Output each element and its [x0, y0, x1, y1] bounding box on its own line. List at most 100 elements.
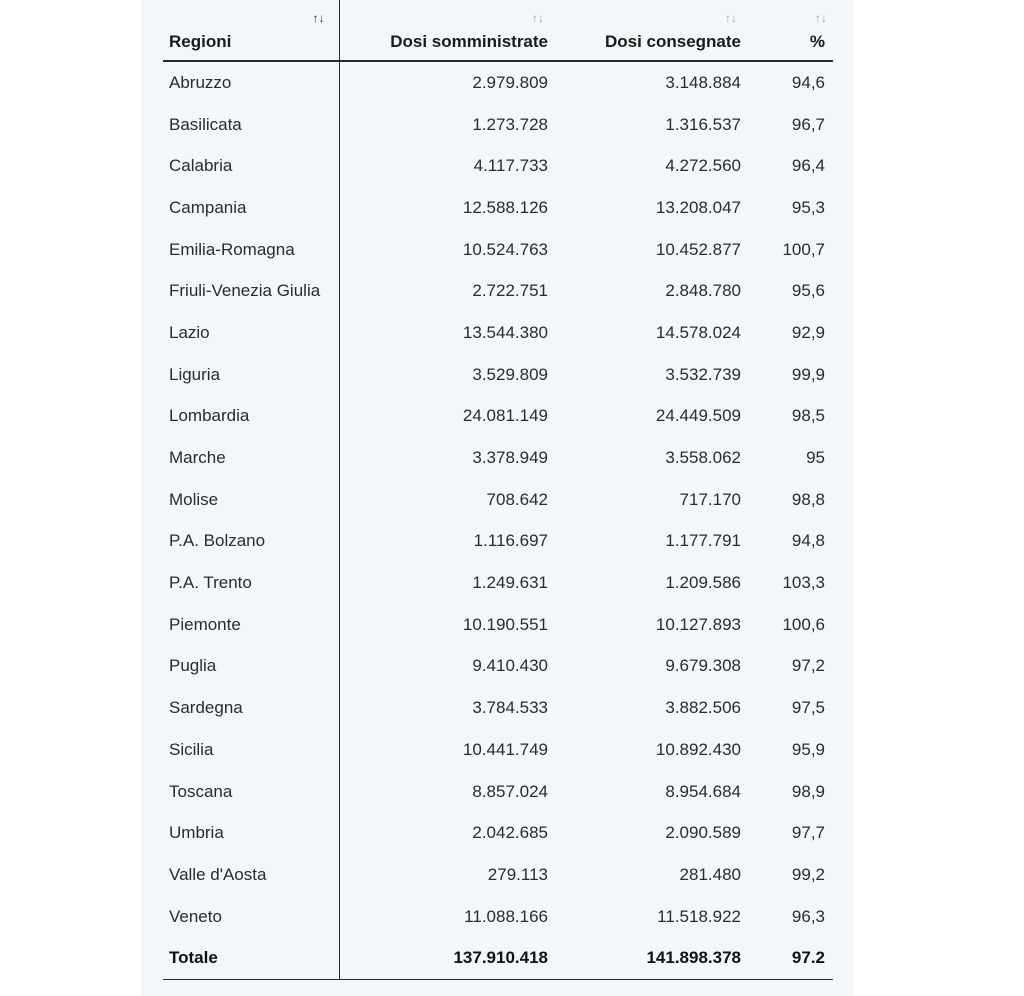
administered-cell: 3.529.809: [472, 364, 548, 384]
region-cell: Toscana: [163, 770, 340, 813]
table-panel: ↑↓ Regioni ↑↓ Dosi somministrate ↑↓ Dosi…: [141, 0, 854, 996]
percent-cell: 99,2: [791, 864, 825, 884]
total-label-cell: Totale: [163, 937, 340, 981]
percent-cell: 94,6: [791, 72, 825, 92]
delivered-cell: 1.316.537: [665, 114, 741, 134]
percent-cell: 100,7: [782, 239, 825, 259]
delivered-cell: 4.272.560: [665, 156, 741, 176]
administered-cell: 1.273.728: [472, 114, 548, 134]
table-header-row: ↑↓ Regioni ↑↓ Dosi somministrate ↑↓ Dosi…: [163, 0, 833, 62]
delivered-cell: 9.679.308: [665, 656, 741, 676]
administered-cell: 13.544.380: [462, 322, 548, 342]
region-cell: Puglia: [163, 645, 340, 688]
percent-cell: 96,7: [791, 114, 825, 134]
table-total-row: Totale 137.910.418 141.898.378 97.2: [163, 937, 833, 981]
column-header-label: Regioni: [169, 32, 232, 51]
sort-arrows-icon[interactable]: ↑↓: [532, 11, 544, 25]
table-row: Valle d'Aosta 279.113 281.480 99,2: [163, 854, 833, 896]
column-header-label: Dosi consegnate: [604, 32, 741, 51]
delivered-cell: 13.208.047: [655, 197, 741, 217]
table-row: Marche 3.378.949 3.558.062 95: [163, 437, 833, 479]
percent-cell: 98,8: [791, 489, 825, 509]
region-cell: Veneto: [163, 895, 340, 938]
region-cell: Calabria: [163, 145, 340, 188]
administered-cell: 2.042.685: [472, 823, 548, 843]
percent-cell: 94,8: [791, 531, 825, 551]
administered-cell: 279.113: [487, 864, 548, 884]
percent-cell: 95: [806, 448, 825, 468]
percent-cell: 95,3: [791, 197, 825, 217]
table-row: Lombardia 24.081.149 24.449.509 98,5: [163, 395, 833, 438]
delivered-cell: 3.532.739: [665, 364, 741, 384]
sort-arrows-icon[interactable]: ↑↓: [815, 11, 827, 25]
delivered-cell: 10.452.877: [655, 239, 741, 259]
delivered-cell: 2.090.589: [665, 823, 741, 843]
column-header-dosi-consegnate[interactable]: ↑↓ Dosi consegnate: [556, 0, 749, 62]
administered-cell: 8.857.024: [472, 781, 548, 801]
delivered-cell: 3.882.506: [665, 698, 741, 718]
region-cell: Basilicata: [163, 103, 340, 146]
total-percent-cell: 97.2: [749, 937, 833, 981]
table-row: Calabria 4.117.733 4.272.560 96,4: [163, 145, 833, 188]
administered-cell: 3.784.533: [472, 698, 548, 718]
column-header-label: %: [809, 32, 825, 51]
table-row: Abruzzo 2.979.809 3.148.884 94,6: [163, 61, 833, 104]
region-cell: Campania: [163, 187, 340, 229]
table-row: Piemonte 10.190.551 10.127.893 100,6: [163, 603, 833, 646]
table-row: Molise 708.642 717.170 98,8: [163, 478, 833, 521]
sort-arrows-icon[interactable]: ↑↓: [725, 11, 737, 25]
table-row: Basilicata 1.273.728 1.316.537 96,7: [163, 103, 833, 146]
table-row: Toscana 8.857.024 8.954.684 98,9: [163, 770, 833, 813]
region-cell: Friuli-Venezia Giulia: [163, 270, 340, 313]
column-header-dosi-somministrate[interactable]: ↑↓ Dosi somministrate: [339, 0, 556, 62]
total-administered-cell: 137.910.418: [339, 937, 556, 981]
administered-cell: 1.116.697: [473, 531, 548, 551]
region-cell: P.A. Bolzano: [163, 520, 340, 563]
administered-cell: 708.642: [486, 489, 548, 509]
delivered-cell: 10.127.893: [655, 614, 741, 634]
column-header-percent[interactable]: ↑↓ %: [749, 0, 833, 62]
region-cell: Lazio: [163, 312, 340, 354]
vaccine-doses-table: ↑↓ Regioni ↑↓ Dosi somministrate ↑↓ Dosi…: [163, 0, 833, 981]
administered-cell: 10.524.763: [462, 239, 548, 259]
sort-arrows-icon[interactable]: ↑↓: [312, 11, 325, 25]
percent-cell: 99,9: [791, 364, 825, 384]
delivered-cell: 2.848.780: [665, 281, 741, 301]
region-cell: Emilia-Romagna: [163, 228, 340, 271]
administered-cell: 2.979.809: [472, 72, 548, 92]
percent-cell: 100,6: [782, 614, 825, 634]
administered-cell: 4.117.733: [473, 156, 548, 176]
table-row: Umbria 2.042.685 2.090.589 97,7: [163, 812, 833, 855]
percent-cell: 95,9: [791, 739, 825, 759]
administered-cell: 3.378.949: [472, 448, 548, 468]
percent-cell: 92,9: [791, 322, 825, 342]
delivered-cell: 3.148.884: [665, 72, 741, 92]
column-header-regioni[interactable]: ↑↓ Regioni: [163, 0, 340, 62]
percent-cell: 96,3: [791, 906, 825, 926]
region-cell: Abruzzo: [163, 61, 340, 104]
table-row: P.A. Trento 1.249.631 1.209.586 103,3: [163, 562, 833, 604]
administered-cell: 10.190.551: [462, 614, 548, 634]
table-row: Sardegna 3.784.533 3.882.506 97,5: [163, 687, 833, 729]
delivered-cell: 281.480: [679, 864, 741, 884]
region-cell: Lombardia: [163, 395, 340, 438]
administered-cell: 2.722.751: [472, 281, 548, 301]
percent-cell: 95,6: [791, 281, 825, 301]
delivered-cell: 717.170: [679, 489, 741, 509]
table-row: Emilia-Romagna 10.524.763 10.452.877 100,7: [163, 228, 833, 271]
administered-cell: 24.081.149: [462, 406, 548, 426]
region-cell: Sicilia: [163, 729, 340, 771]
administered-cell: 9.410.430: [472, 656, 548, 676]
delivered-cell: 24.449.509: [655, 406, 741, 426]
percent-cell: 97,7: [791, 823, 825, 843]
administered-cell: 1.249.631: [472, 573, 548, 593]
delivered-cell: 1.177.791: [665, 531, 741, 551]
percent-cell: 103,3: [782, 573, 825, 593]
administered-cell: 12.588.126: [462, 197, 548, 217]
percent-cell: 98,9: [791, 781, 825, 801]
percent-cell: 98,5: [791, 406, 825, 426]
table-row: Veneto 11.088.166 11.518.922 96,3: [163, 895, 833, 938]
region-cell: Marche: [163, 437, 340, 479]
delivered-cell: 14.578.024: [655, 322, 741, 342]
region-cell: Valle d'Aosta: [163, 854, 340, 896]
